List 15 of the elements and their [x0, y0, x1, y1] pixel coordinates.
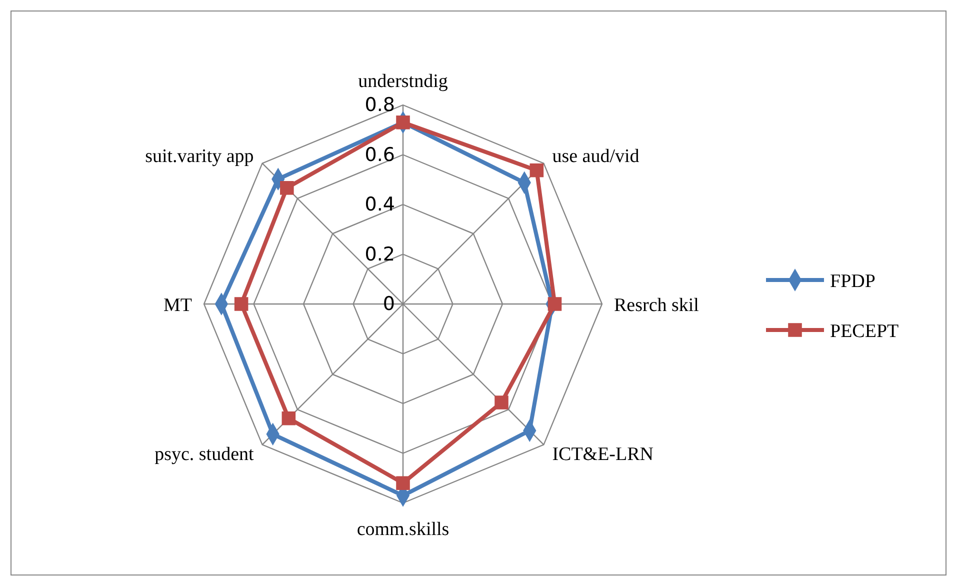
spoke-label: Resrch skil: [614, 295, 699, 316]
spoke-label: ICT&E-LRN: [552, 444, 654, 466]
spoke-label: understndig: [358, 71, 448, 92]
spoke-label: psyc. student: [154, 444, 255, 466]
spoke-label: use aud/vid: [552, 146, 640, 167]
spoke-label: MT: [164, 295, 192, 316]
spoke-label: suit.varity app: [145, 146, 254, 167]
legend-label: PECEPT: [830, 321, 900, 342]
y-tick-label: 0.4: [364, 194, 395, 216]
legend-label: FPDP: [830, 271, 876, 292]
y-tick-label: 0: [382, 293, 395, 315]
y-tick-label: 0.6: [364, 144, 395, 166]
y-tick-label: 0.2: [364, 243, 395, 266]
y-tick-label: 0.8: [364, 94, 395, 116]
spoke-label: comm.skills: [356, 519, 450, 540]
